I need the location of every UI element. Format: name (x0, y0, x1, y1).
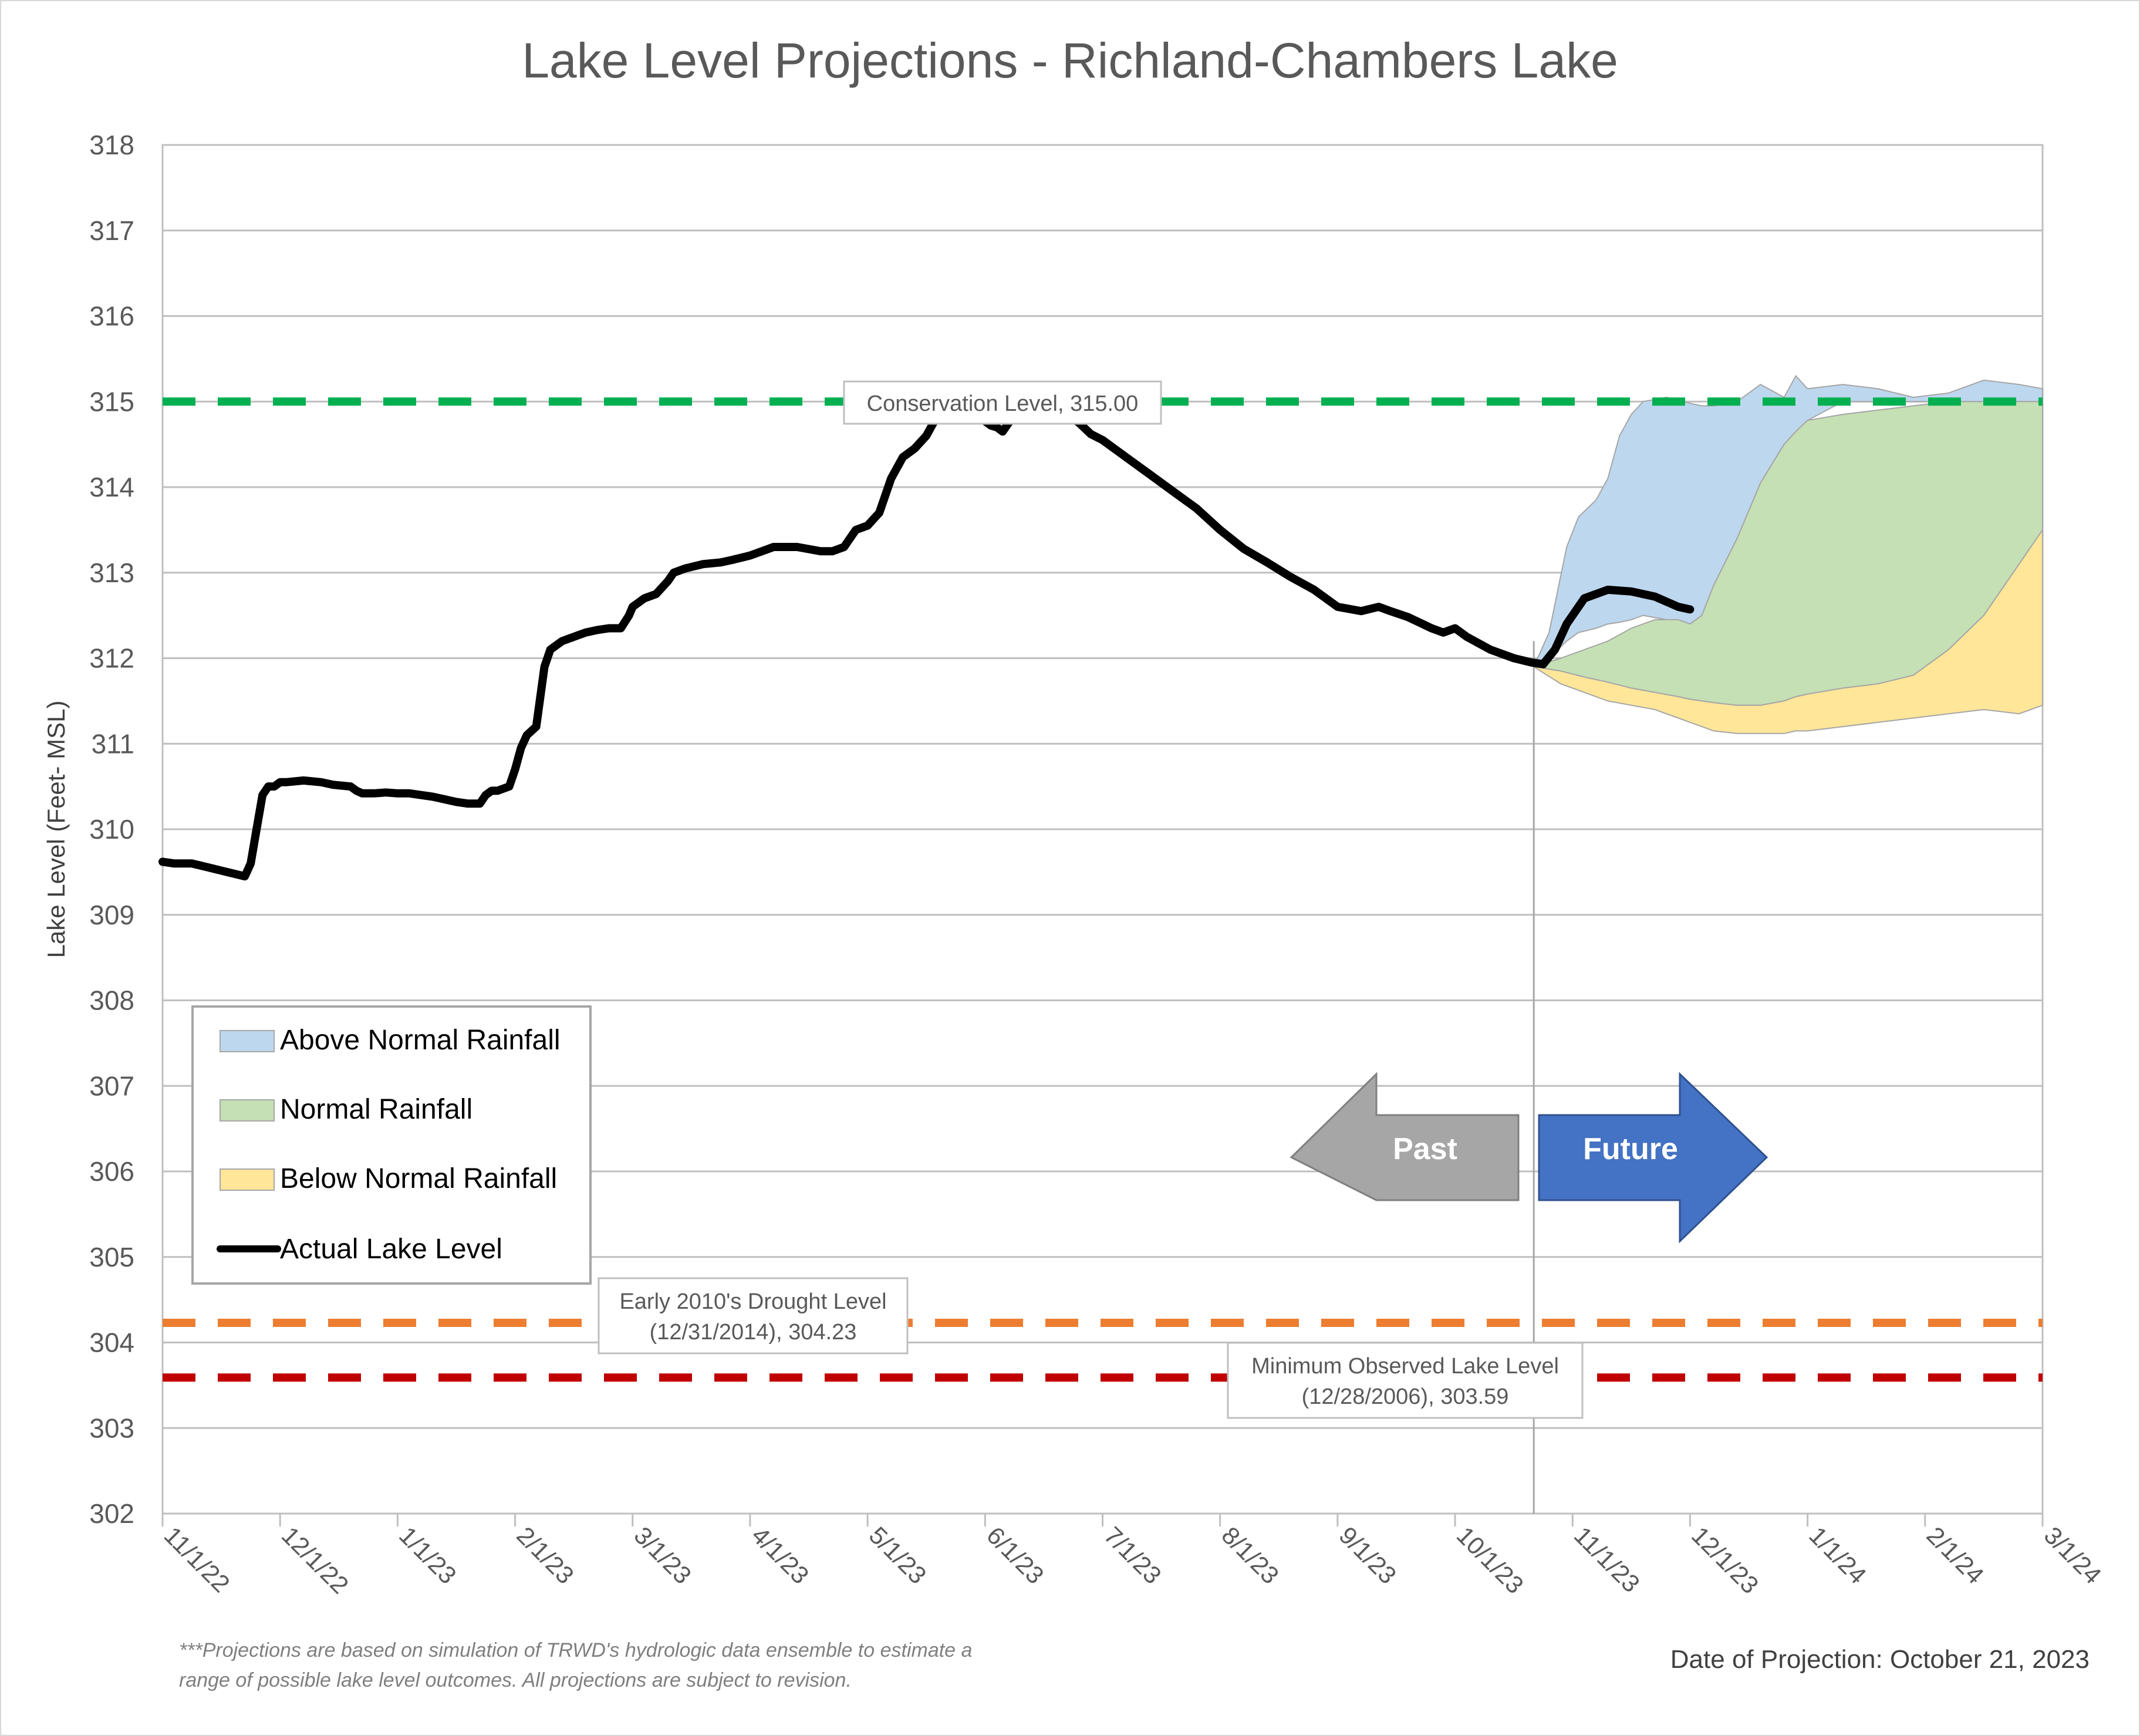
ref-label-text: (12/28/2006), 303.59 (1302, 1384, 1509, 1409)
y-axis-label: Lake Level (Feet- MSL) (42, 701, 70, 958)
ref-label-drought: Early 2010's Drought Level (12/31/2014), … (598, 1277, 909, 1355)
legend-item-above-normal: Above Normal Rainfall (220, 1025, 561, 1056)
ref-label-box (843, 380, 1162, 425)
ref-label-text: Early 2010's Drought Level (619, 1289, 886, 1314)
legend-item-actual: Actual Lake Level (217, 1234, 502, 1265)
future-arrow-label: Future (1583, 1132, 1678, 1166)
ref-label-minimum: Minimum Observed Lake Level (12/28/2006),… (1227, 1342, 1584, 1419)
y-tick-label: 307 (89, 1070, 134, 1101)
y-tick-label: 304 (89, 1328, 134, 1358)
projection-date: Date of Projection: October 21, 2023 (1670, 1645, 2090, 1674)
plot-area: Conservation Level, 315.00 Early 2010's D… (158, 144, 2044, 1515)
y-tick-label: 312 (89, 643, 134, 674)
future-arrow: Future (1538, 1072, 1768, 1244)
y-tick-label: 316 (89, 301, 134, 332)
actual-lake-level-line (158, 399, 1695, 881)
ref-label-text: Minimum Observed Lake Level (1251, 1354, 1559, 1379)
legend-label-normal: Normal Rainfall (280, 1094, 472, 1125)
future-arrow-shape (1538, 1072, 1768, 1244)
gridlines (163, 144, 2043, 1515)
ref-label-box (1227, 1342, 1584, 1419)
legend-label-above-normal: Above Normal Rainfall (280, 1025, 561, 1056)
legend-label-below-normal: Below Normal Rainfall (280, 1163, 557, 1194)
y-tick-label: 317 (89, 215, 134, 246)
legend-label-actual: Actual Lake Level (280, 1234, 502, 1265)
y-tick-label: 309 (89, 900, 134, 930)
y-tick-label: 308 (89, 985, 134, 1016)
y-tick-label: 310 (89, 814, 134, 845)
ref-label-conservation: Conservation Level, 315.00 (843, 380, 1162, 425)
band-below-normal-rainfall (1533, 528, 2043, 734)
y-tick-label: 303 (89, 1413, 134, 1443)
legend-swatch-above-normal (220, 1030, 275, 1052)
ref-label-text: Conservation Level, 315.00 (867, 391, 1139, 416)
legend-box (191, 1005, 592, 1285)
ref-label-text: (12/31/2014), 304.23 (650, 1320, 857, 1345)
legend-swatch-below-normal (220, 1168, 275, 1191)
y-tick-label: 313 (89, 558, 134, 588)
legend-swatch-normal (220, 1099, 275, 1122)
y-tick-label: 315 (89, 386, 134, 417)
y-axis: 302 303 304 305 306 307 308 309 310 311 312 313 314 3… (89, 130, 134, 1529)
reference-labels: Conservation Level, 315.00 Early 2010's D… (598, 380, 1584, 1419)
y-tick-label: 314 (89, 472, 134, 502)
y-tick-label: 305 (89, 1242, 134, 1272)
actual-series (158, 399, 1695, 881)
legend-item-normal: Normal Rainfall (220, 1094, 472, 1125)
band-above-normal-rainfall (1533, 374, 2043, 668)
chart-title: Lake Level Projections - Richland-Chambe… (522, 33, 1618, 88)
y-tick-label: 302 (89, 1498, 134, 1529)
y-tick-label: 318 (89, 130, 134, 160)
past-arrow-shape (1290, 1072, 1520, 1201)
y-tick-label: 306 (89, 1156, 134, 1187)
past-arrow-label: Past (1393, 1132, 1457, 1166)
footer-note-line1: ***Projections are based on simulation o… (179, 1639, 972, 1661)
legend-item-below-normal: Below Normal Rainfall (220, 1163, 557, 1194)
legend: Above Normal Rainfall Normal Rainfall Be… (191, 1005, 592, 1285)
ref-label-box (598, 1277, 909, 1355)
y-tick-label: 311 (92, 728, 134, 759)
footer-note-line2: range of possible lake level outcomes. A… (179, 1669, 852, 1691)
past-arrow: Past (1290, 1072, 1520, 1201)
